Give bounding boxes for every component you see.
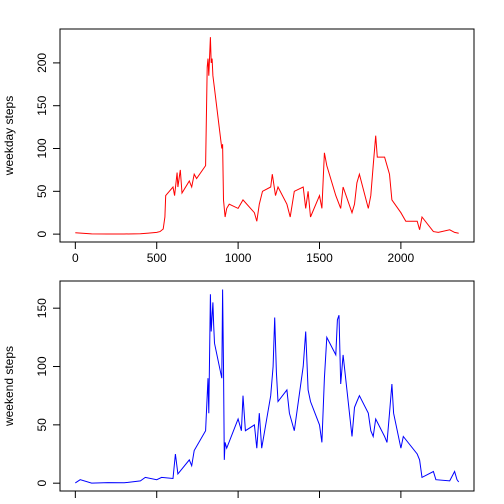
- x-tick-label: 500: [147, 251, 167, 265]
- y-tick-label: 200: [35, 53, 49, 73]
- x-tick-label: 1000: [225, 251, 252, 265]
- plot-box: [59, 28, 475, 243]
- y-tick-label: 0: [35, 480, 49, 487]
- data-line: [75, 37, 459, 235]
- data-line: [75, 289, 460, 484]
- y-tick-label: 0: [35, 230, 49, 237]
- x-tick-label: 1500: [306, 251, 333, 265]
- y-tick-label: 50: [35, 418, 49, 432]
- y-tick-label: 100: [35, 138, 49, 158]
- y-axis-label: weekday steps: [2, 96, 16, 176]
- y-tick-label: 150: [35, 298, 49, 318]
- y-tick-label: 50: [35, 184, 49, 198]
- x-tick-label: 0: [72, 251, 79, 265]
- y-tick-label: 150: [35, 95, 49, 115]
- x-tick-label: 2000: [388, 251, 415, 265]
- plot-box: [59, 280, 475, 492]
- y-tick-label: 100: [35, 356, 49, 376]
- y-axis-label: weekend steps: [2, 346, 16, 427]
